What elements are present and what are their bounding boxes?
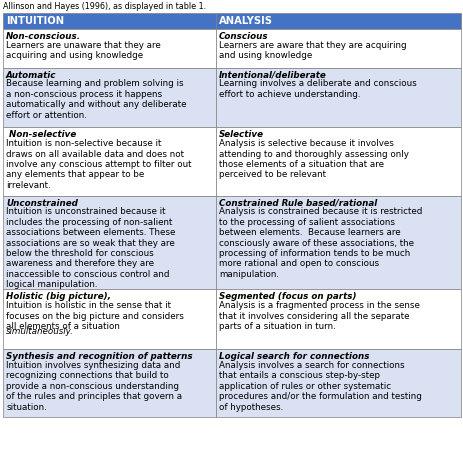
Text: Unconstrained: Unconstrained [6, 198, 78, 208]
Text: Synthesis and recognition of patterns: Synthesis and recognition of patterns [6, 352, 192, 361]
Bar [215, 349, 460, 417]
Text: simultaneously.: simultaneously. [6, 327, 74, 336]
Text: INTUITION: INTUITION [6, 16, 64, 26]
Text: Analysis is a fragmented process in the sense
that it involves considering all t: Analysis is a fragmented process in the … [219, 301, 419, 331]
Bar [215, 289, 460, 349]
Text: Holistic (big picture),: Holistic (big picture), [6, 292, 111, 301]
Text: Learners are aware that they are acquiring
and using knowledge: Learners are aware that they are acquiri… [219, 41, 406, 60]
Text: Non-selective: Non-selective [6, 130, 76, 139]
Text: Analysis involves a search for connections
that entails a conscious step-by-step: Analysis involves a search for connectio… [219, 361, 421, 412]
Bar [3, 13, 215, 29]
Bar [3, 349, 215, 417]
Bar [215, 68, 460, 127]
Text: Learning involves a deliberate and conscious
effort to achieve understanding.: Learning involves a deliberate and consc… [219, 79, 416, 99]
Text: Because learning and problem solving is
a non-conscious process it happens
autom: Because learning and problem solving is … [6, 79, 186, 119]
Bar [3, 289, 215, 349]
Text: Conscious: Conscious [219, 32, 268, 41]
Text: Analysis is selective because it involves
attending to and thoroughly assessing : Analysis is selective because it involve… [219, 139, 408, 179]
Text: Segmented (focus on parts): Segmented (focus on parts) [219, 292, 356, 301]
Text: Constrained Rule based/rational: Constrained Rule based/rational [219, 198, 376, 208]
Text: Selective: Selective [219, 130, 263, 139]
Bar [215, 127, 460, 196]
Text: Logical search for connections: Logical search for connections [219, 352, 369, 361]
Bar [3, 196, 215, 289]
Bar [215, 13, 460, 29]
Text: Analysis is constrained because it is restricted
to the processing of salient as: Analysis is constrained because it is re… [219, 208, 421, 279]
Text: Allinson and Hayes (1996), as displayed in table 1.: Allinson and Hayes (1996), as displayed … [3, 2, 206, 11]
Bar [3, 29, 215, 68]
Text: Intuition is non-selective because it
draws on all available data and does not
i: Intuition is non-selective because it dr… [6, 139, 191, 190]
Bar [3, 68, 215, 127]
Bar [215, 196, 460, 289]
Text: Intuition involves synthesizing data and
recognizing connections that build to
p: Intuition involves synthesizing data and… [6, 361, 182, 412]
Text: Automatic: Automatic [6, 70, 56, 79]
Text: Non-conscious.: Non-conscious. [6, 32, 81, 41]
Text: Intuition is holistic in the sense that it
focuses on the big picture and consid: Intuition is holistic in the sense that … [6, 301, 183, 331]
Bar [3, 127, 215, 196]
Text: Intentional/deliberate: Intentional/deliberate [219, 70, 326, 79]
Text: Intuition is unconstrained because it
includes the processing of non-salient
ass: Intuition is unconstrained because it in… [6, 208, 175, 289]
Text: Learners are unaware that they are
acquiring and using knowledge: Learners are unaware that they are acqui… [6, 41, 160, 60]
Text: ANALYSIS: ANALYSIS [219, 16, 272, 26]
Bar [215, 29, 460, 68]
